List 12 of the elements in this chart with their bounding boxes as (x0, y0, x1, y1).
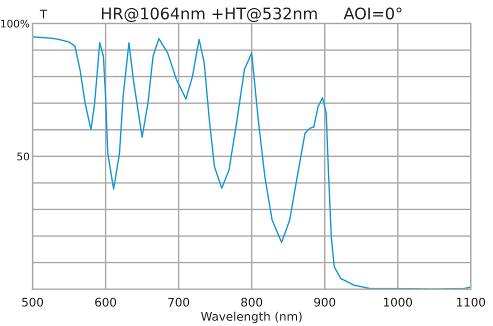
y-tick-label: 50 (17, 152, 30, 160)
x-tick-label: 600 (95, 298, 116, 307)
x-tick-label: 500 (22, 298, 44, 307)
y-tick-label: 100% (1, 20, 30, 28)
x-axis-title: Wavelength (nm) (201, 312, 302, 324)
x-tick-label: 800 (241, 298, 262, 307)
x-tick-label: 700 (168, 298, 190, 307)
chart-title: HR@1064nm +HT@532nm AOI=0° (102, 7, 402, 22)
x-tick-label: 1000 (384, 298, 412, 307)
x-tick-label: 1100 (457, 298, 486, 307)
x-tick-label: 900 (314, 298, 336, 307)
y-axis-title: T (40, 10, 48, 18)
